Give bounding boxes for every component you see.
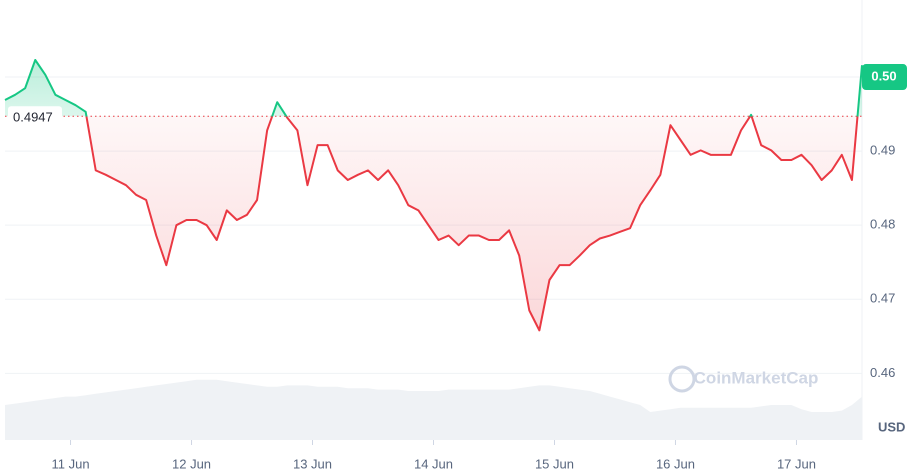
- current-price-badge: [862, 64, 907, 91]
- volume-area: [5, 379, 862, 440]
- y-tick-label: 0.48: [870, 217, 895, 232]
- x-tick-label: 15 Jun: [535, 456, 574, 471]
- currency-label: USD: [878, 419, 905, 434]
- current-price-label: 0.50: [871, 68, 896, 83]
- x-tick-label: 12 Jun: [172, 456, 211, 471]
- y-tick-label: 0.47: [870, 291, 895, 306]
- x-tick-label: 14 Jun: [414, 456, 453, 471]
- x-tick-label: 11 Jun: [51, 456, 89, 471]
- watermark: CoinMarketCap: [694, 368, 819, 387]
- x-tick-label: 17 Jun: [777, 456, 816, 471]
- watermark-logo: [668, 365, 696, 393]
- baseline-label-bg: [8, 106, 62, 127]
- x-tick-label: 13 Jun: [293, 456, 332, 471]
- y-tick-label: 0.46: [870, 365, 895, 380]
- price-area: [5, 60, 862, 331]
- y-tick-label: 0.49: [870, 143, 895, 158]
- baseline-label: 0.4947: [13, 110, 53, 125]
- price-line: [4, 59, 863, 332]
- x-tick-label: 16 Jun: [656, 456, 695, 471]
